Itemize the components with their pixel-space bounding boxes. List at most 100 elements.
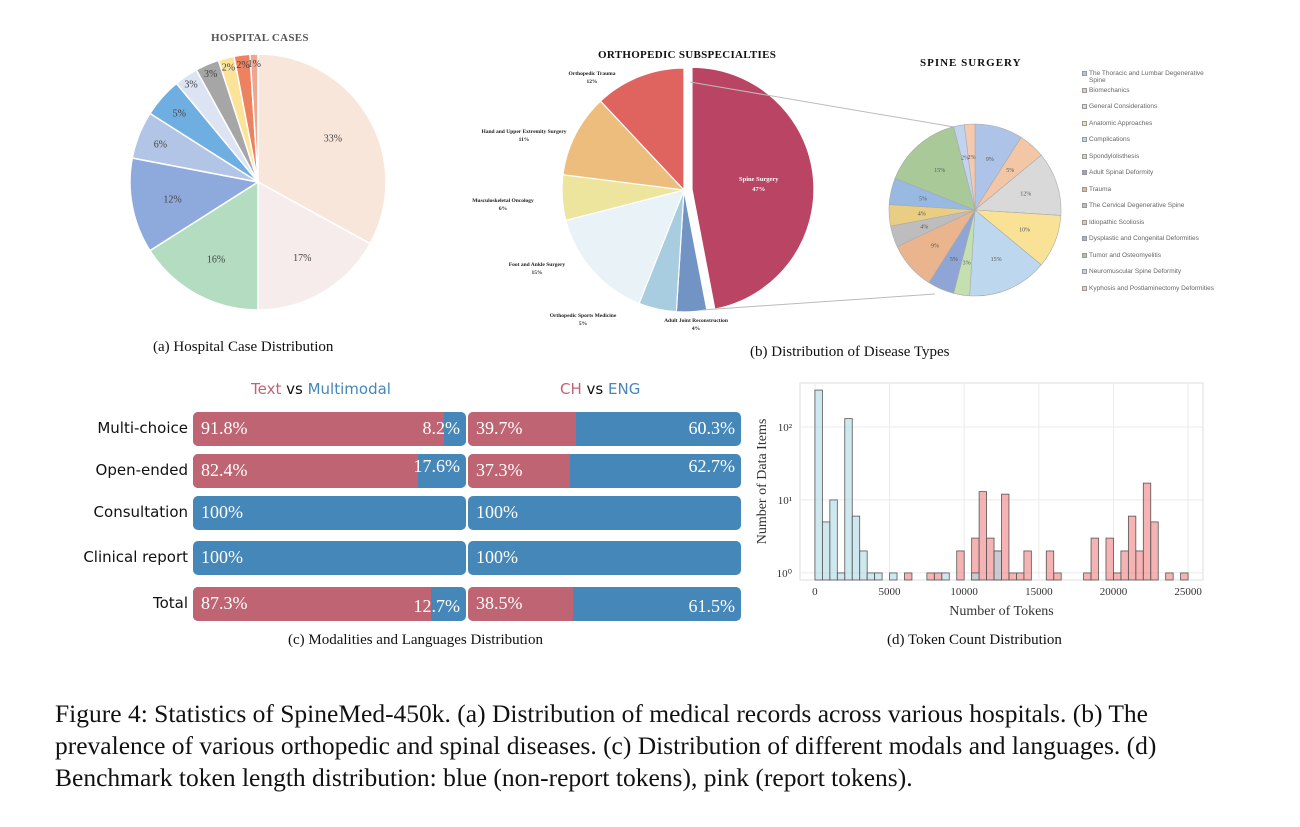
header-vs: vs [586, 380, 604, 398]
pie-slice-label: 1% [248, 59, 261, 70]
bar-value-a: 38.5% [476, 593, 523, 613]
row-label: Consultation [93, 503, 188, 521]
x-tick-label: 0 [812, 586, 818, 598]
caption-b: (b) Distribution of Disease Types [750, 344, 950, 360]
legend-item: The Cervical Degenerative Spine [1082, 202, 1222, 219]
legend-swatch [1082, 186, 1087, 192]
ortho-slice-value: 47% [752, 186, 765, 193]
pie-slice-2 [148, 180, 259, 311]
legend-label: Trauma [1089, 185, 1112, 193]
connector-line [701, 293, 936, 311]
histogram-bar-non-report [866, 572, 876, 581]
histogram-bar-report [1023, 550, 1032, 581]
legend-label: Kyphosis and Postlaminectomy Deformities [1089, 284, 1214, 292]
header-eng-label: ENG [608, 380, 641, 398]
spine-legend: The Thoracic and Lumbar Degenerative Spi… [1082, 70, 1222, 301]
stacked-bar: 100% [193, 496, 466, 530]
stacked-bar: 100% [468, 496, 741, 530]
histogram-bar-report [1105, 537, 1114, 581]
legend-item: Dysplastic and Congenital Deformities [1082, 235, 1222, 252]
legend-item: Idiopathic Scoliosis [1082, 219, 1222, 236]
spine-slice-13 [963, 123, 976, 211]
ortho-slice-name: Adult Joint Reconstruction [664, 318, 728, 324]
bar-value-b: 100% [201, 502, 243, 522]
pie-slice-3 [129, 157, 261, 252]
x-tick-label: 15000 [1025, 586, 1053, 598]
x-axis-label: Number of Tokens [949, 604, 1054, 619]
row-label: Multi-choice [97, 419, 188, 437]
bar-segment-a [193, 412, 444, 446]
bar-value-b: 61.5% [688, 596, 736, 616]
row-label: Total [152, 594, 188, 612]
legend-item: Kyphosis and Postlaminectomy Deformities [1082, 285, 1222, 302]
spine-slice-label: 5% [919, 196, 927, 202]
legend-swatch [1082, 203, 1087, 208]
stacked-bar: 91.8% 8.2% [193, 412, 466, 446]
bar-value-b: 100% [476, 502, 518, 522]
stacked-bar: 87.3% 12.7% [193, 587, 466, 621]
ortho-slice-name: Foot and Ankle Surgery [509, 262, 566, 268]
bar-value-b: 12.7% [413, 596, 461, 616]
legend-swatch [1082, 71, 1087, 76]
stacked-bar: 38.5% 61.5% [468, 587, 741, 621]
stacked-bar: 37.3% 62.7% [468, 454, 741, 488]
legend-swatch [1082, 285, 1087, 291]
spine-slice-label: 9% [986, 157, 994, 163]
legend-swatch [1082, 170, 1087, 175]
row-label: Open-ended [95, 461, 188, 479]
legend-swatch [1082, 252, 1087, 258]
header-ch-label: CH [560, 380, 582, 398]
ortho-slice-name: Orthopedic Sports Medicine [550, 313, 617, 319]
spine-slice-label: 15% [934, 168, 945, 174]
legend-item: Tumor and Osteomyelitis [1082, 252, 1222, 269]
histogram-bar-report [1180, 572, 1189, 581]
histogram-bar-non-report [836, 572, 846, 581]
y-tick-label: 10¹ [778, 495, 792, 507]
histogram-bar-report [1090, 537, 1099, 581]
spine-slice-11 [894, 126, 976, 211]
legend-label: General Considerations [1089, 103, 1158, 110]
spine-slice-label: 2% [961, 156, 969, 162]
legend-item: Biomechanics [1082, 87, 1222, 104]
pie-slice-label: 33% [324, 134, 342, 145]
stacked-bar: 100% [468, 541, 741, 575]
legend-label: Idiopathic Scoliosis [1089, 218, 1145, 226]
legend-swatch [1082, 137, 1087, 142]
histogram-bar-report [1083, 572, 1092, 581]
bars-header-language: CH vs ENG [560, 380, 640, 398]
histogram-bar-report [1008, 572, 1017, 581]
legend-label: Tumor and Osteomyelitis [1089, 251, 1162, 259]
legend-swatch [1082, 87, 1087, 93]
histogram-bar-report [926, 572, 935, 581]
bar-value-a: 37.3% [476, 460, 523, 480]
ortho-slice-name: Spine Surgery [739, 176, 779, 183]
histogram-bar-report [986, 537, 995, 581]
histogram-bar-non-report [889, 572, 898, 581]
bar-segment-a [468, 412, 577, 446]
caption-c: (c) Modalities and Languages Distributio… [288, 632, 543, 648]
pie-slice-label: 3% [184, 80, 197, 91]
spine-slice-label: 5% [1006, 168, 1014, 174]
stacked-bar: 82.4% 17.6% [193, 454, 466, 488]
ortho-slice-value: 6% [499, 206, 507, 212]
ortho-slice-value: 5% [579, 321, 587, 327]
legend-item: Neuromuscular Spine Deformity [1082, 268, 1222, 285]
legend-swatch [1082, 104, 1087, 109]
legend-label: Complications [1089, 136, 1130, 143]
pie-slice-label: 12% [163, 194, 181, 205]
histogram-bar-report [1120, 550, 1129, 581]
legend-label: Anatomic Approaches [1089, 119, 1153, 127]
histogram-bar-report [1045, 550, 1055, 581]
ortho-slice-name: Musculoskeletal Oncology [472, 198, 534, 204]
ortho-slice-name: Hand and Upper Extremity Surgery [481, 129, 566, 135]
histogram-bar-non-report [829, 499, 838, 581]
token-count-histogram: 0 5000 10000 15000 20000 25000 10⁰ 10¹ 10² Number… [755, 382, 1204, 619]
bar-segment-a [468, 587, 574, 621]
header-multimodal-label: Multimodal [307, 380, 391, 398]
legend-swatch [1082, 236, 1087, 241]
bar-value-b: 62.7% [688, 456, 736, 476]
legend-swatch [1082, 269, 1087, 274]
legend-label: Dysplastic and Congenital Deformities [1089, 235, 1199, 242]
pie-slice-label: 6% [154, 139, 167, 150]
legend-swatch [1082, 120, 1087, 126]
